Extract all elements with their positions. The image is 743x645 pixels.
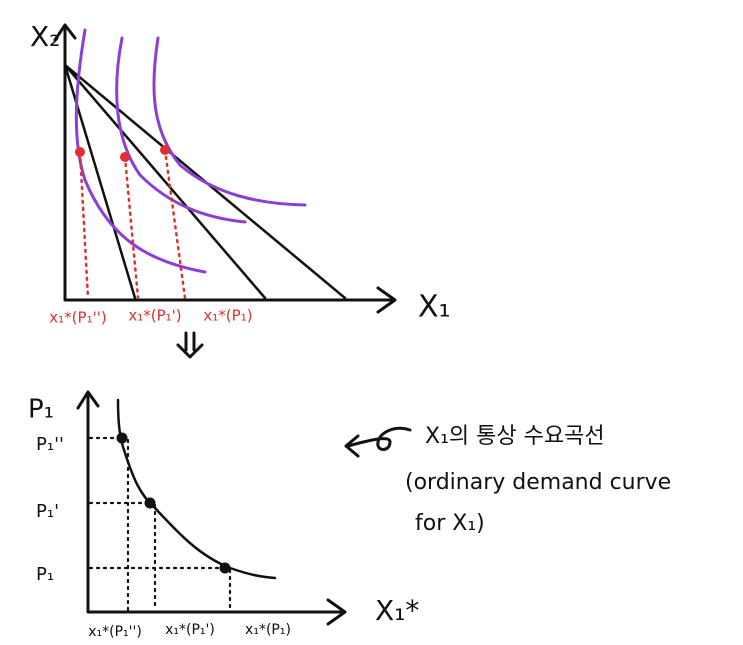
x-label: x₁*(P₁'') bbox=[49, 309, 106, 327]
y-label: P₁' bbox=[36, 501, 59, 522]
dotted-guides bbox=[78, 148, 187, 300]
axes bbox=[76, 390, 347, 626]
y-axis-label: P₁ bbox=[28, 395, 54, 425]
indifference-curve bbox=[115, 36, 247, 224]
x-label: x₁*(P₁'') bbox=[88, 624, 142, 640]
demand-point bbox=[144, 497, 156, 509]
x-axis-label: X₁* bbox=[375, 594, 419, 627]
x-label: x₁*(P₁') bbox=[128, 307, 181, 325]
down-arrow bbox=[176, 331, 204, 359]
dotted-guides bbox=[88, 436, 232, 612]
bottom-graph: P₁ X₁* P₁'' P₁' P₁ x₁*(P₁'') x₁*(P₁') x₁… bbox=[28, 390, 419, 640]
annotation: X₁의 통상 수요곡선 (ordinary demand curve for X… bbox=[344, 424, 671, 536]
optimum-point bbox=[160, 145, 170, 155]
optimum-point bbox=[120, 152, 130, 162]
annotation-line: (ordinary demand curve bbox=[405, 470, 671, 495]
demand-curve bbox=[116, 398, 277, 580]
annotation-line: for X₁) bbox=[415, 511, 485, 536]
x-axis-label: X₁ bbox=[418, 290, 451, 325]
x-label: x₁*(P₁) bbox=[203, 307, 252, 325]
axes bbox=[53, 23, 397, 314]
y-label: P₁ bbox=[36, 564, 54, 585]
indifference-curve bbox=[74, 28, 207, 274]
indifference-curve bbox=[152, 36, 307, 207]
y-axis-label: X₂ bbox=[30, 20, 60, 53]
x-label: x₁*(P₁) bbox=[245, 622, 291, 638]
x-label: x₁*(P₁') bbox=[165, 622, 215, 638]
y-label: P₁'' bbox=[36, 434, 64, 455]
optimum-point bbox=[75, 147, 85, 157]
demand-point bbox=[219, 562, 231, 574]
demand-point bbox=[116, 432, 128, 444]
annotation-line: X₁의 통상 수요곡선 bbox=[425, 424, 605, 449]
pointer-arrow bbox=[344, 426, 412, 458]
top-graph: X₂ X₁ x₁*(P₁'') x₁*(P₁') x₁*(P₁) bbox=[30, 20, 451, 327]
